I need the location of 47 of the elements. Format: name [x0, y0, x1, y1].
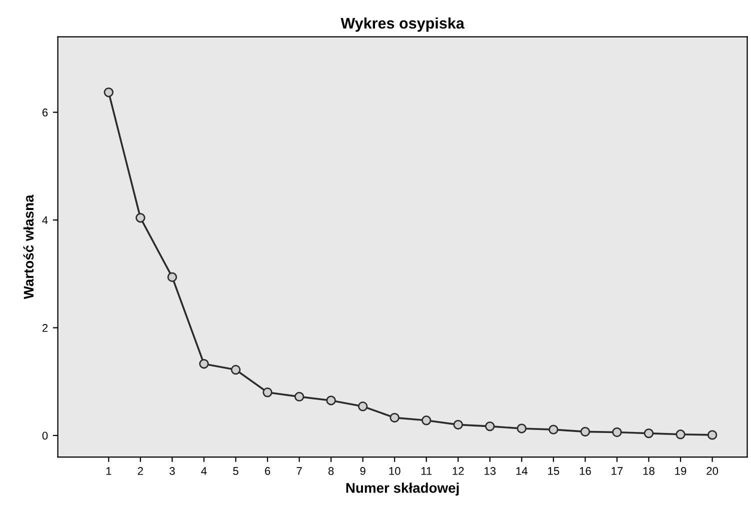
x-tick-label: 6 — [264, 467, 270, 475]
x-tick-label: 19 — [675, 467, 686, 475]
point — [199, 358, 209, 369]
x-tick-label: 16 — [580, 467, 591, 475]
x-tick-label: 7 — [296, 467, 302, 475]
point — [136, 212, 146, 223]
x-tick-label: 2 — [138, 467, 143, 475]
y-axis-title: Wartość własna — [23, 194, 34, 300]
x-tick-label: 9 — [360, 467, 366, 475]
x-axis-title: Numer składowej — [346, 482, 459, 496]
x-tick-label: 15 — [548, 467, 560, 475]
y-tick-label: 2 — [42, 324, 48, 332]
point — [548, 424, 558, 434]
x-tick-label: 8 — [328, 467, 334, 475]
x-tick-label: 4 — [201, 467, 207, 475]
x-tick-label: 10 — [389, 467, 400, 475]
point — [516, 424, 527, 434]
x-tick-label: 12 — [452, 467, 464, 475]
point — [294, 392, 304, 402]
point — [422, 416, 432, 426]
point — [612, 427, 622, 438]
x-tick-label: 3 — [170, 467, 175, 475]
point — [676, 430, 686, 440]
point — [326, 396, 336, 406]
x-tick-label: 18 — [643, 467, 654, 475]
point — [390, 412, 400, 423]
point — [485, 421, 495, 432]
chart-title: Wykres osypiska — [340, 17, 464, 32]
x-tick-label: 13 — [484, 467, 496, 475]
point — [580, 426, 590, 437]
point — [104, 87, 114, 98]
x-tick-label: 14 — [516, 467, 528, 475]
x-tick-label: 5 — [233, 467, 238, 475]
point — [230, 364, 241, 375]
y-tick-label: 0 — [42, 432, 48, 440]
point — [644, 428, 654, 438]
point — [358, 402, 368, 412]
point — [167, 272, 178, 282]
point — [262, 388, 272, 398]
y-tick-label: 6 — [42, 108, 48, 116]
point — [707, 430, 718, 440]
x-tick-label: 20 — [706, 467, 718, 475]
point — [453, 420, 463, 430]
x-tick-label: 11 — [421, 467, 432, 475]
x-tick-label: 17 — [612, 467, 623, 475]
y-tick-label: 4 — [42, 216, 48, 224]
x-tick-label: 1 — [106, 467, 112, 475]
